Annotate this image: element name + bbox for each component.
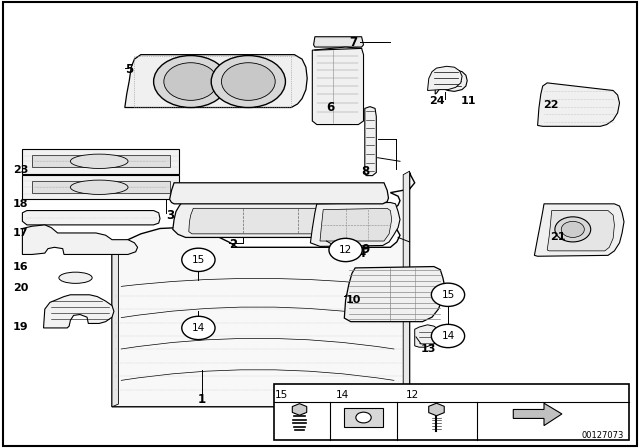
Polygon shape: [312, 47, 364, 125]
Text: 14: 14: [336, 390, 349, 400]
Circle shape: [164, 63, 218, 100]
Circle shape: [555, 217, 591, 242]
Polygon shape: [403, 171, 410, 407]
Polygon shape: [112, 172, 415, 407]
Polygon shape: [22, 175, 179, 199]
Polygon shape: [22, 225, 138, 254]
Text: 15: 15: [442, 290, 454, 300]
Polygon shape: [344, 267, 445, 322]
Circle shape: [221, 63, 275, 100]
Circle shape: [561, 221, 584, 237]
Polygon shape: [22, 211, 160, 225]
Polygon shape: [365, 107, 376, 176]
Polygon shape: [112, 247, 118, 407]
Text: 6: 6: [326, 101, 335, 114]
Text: 14: 14: [192, 323, 205, 333]
Polygon shape: [125, 55, 307, 108]
Circle shape: [182, 248, 215, 271]
Polygon shape: [344, 408, 383, 427]
Circle shape: [211, 56, 285, 108]
Polygon shape: [292, 404, 307, 415]
Polygon shape: [32, 181, 170, 193]
Text: 1: 1: [198, 393, 205, 406]
Polygon shape: [314, 37, 364, 47]
Text: 2: 2: [229, 237, 237, 251]
Text: 22: 22: [543, 100, 558, 110]
Text: 12: 12: [339, 245, 352, 255]
Text: 10: 10: [346, 295, 361, 305]
Text: 9: 9: [362, 243, 370, 257]
Circle shape: [154, 56, 228, 108]
Text: 15: 15: [275, 390, 288, 400]
Text: 14: 14: [442, 331, 454, 341]
Circle shape: [356, 412, 371, 423]
Text: 18: 18: [13, 199, 28, 209]
Ellipse shape: [70, 154, 128, 168]
Text: 19: 19: [13, 322, 28, 332]
Text: 12: 12: [406, 390, 419, 400]
Polygon shape: [513, 403, 562, 426]
Ellipse shape: [59, 272, 92, 284]
Polygon shape: [32, 155, 170, 167]
Polygon shape: [44, 295, 114, 328]
Circle shape: [431, 283, 465, 306]
Polygon shape: [173, 202, 388, 237]
Polygon shape: [538, 83, 620, 126]
Text: 13: 13: [421, 344, 436, 353]
Text: 11: 11: [461, 96, 476, 106]
Text: 17: 17: [13, 228, 28, 238]
Polygon shape: [170, 183, 388, 204]
Polygon shape: [428, 66, 462, 90]
Circle shape: [329, 238, 362, 262]
Circle shape: [431, 324, 465, 348]
Polygon shape: [189, 208, 374, 234]
Text: 20: 20: [13, 283, 28, 293]
Polygon shape: [534, 204, 624, 256]
Polygon shape: [435, 69, 467, 94]
Text: 24: 24: [429, 96, 444, 106]
Polygon shape: [320, 208, 392, 241]
Text: 16: 16: [13, 262, 28, 271]
Polygon shape: [429, 403, 444, 416]
Text: 8: 8: [362, 164, 370, 178]
Text: 4: 4: [357, 246, 365, 260]
Bar: [274, 384, 629, 440]
Polygon shape: [22, 149, 179, 174]
Ellipse shape: [70, 180, 128, 194]
Text: 00127073: 00127073: [582, 431, 624, 440]
Text: 23: 23: [13, 165, 28, 175]
Text: 15: 15: [192, 255, 205, 265]
Polygon shape: [310, 202, 400, 246]
Text: 3: 3: [166, 208, 175, 222]
Text: 21: 21: [550, 233, 566, 242]
Polygon shape: [547, 211, 614, 251]
Polygon shape: [415, 325, 440, 347]
Text: 5: 5: [125, 63, 133, 76]
Text: 7: 7: [349, 36, 357, 49]
Circle shape: [182, 316, 215, 340]
